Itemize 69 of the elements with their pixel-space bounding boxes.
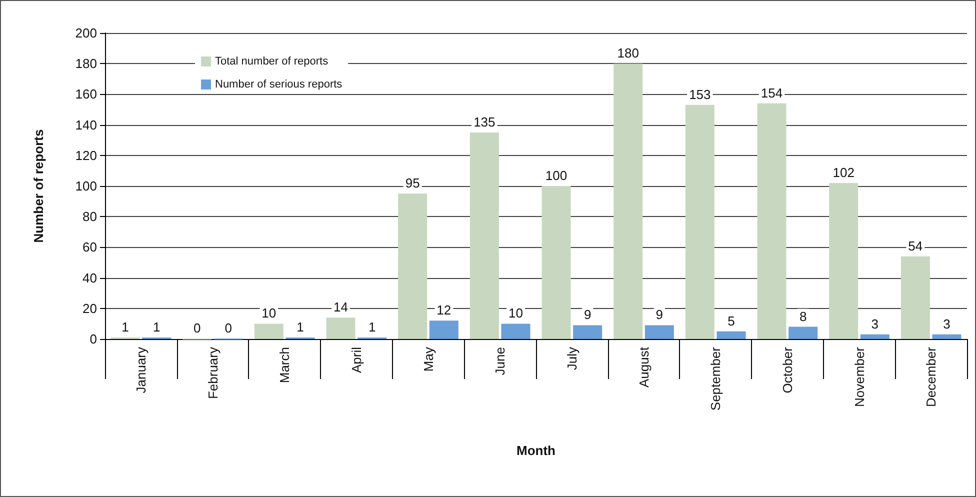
bar [829, 182, 858, 339]
bar [685, 104, 714, 339]
bar [326, 318, 356, 339]
y-tick-label: 40 [82, 270, 97, 286]
y-axis-title: Number of reports [31, 129, 46, 243]
bar [573, 325, 602, 339]
x-tick-label: July [564, 346, 580, 370]
bar [644, 325, 674, 339]
x-axis-title: Month [516, 443, 556, 458]
x-tick-label: November [852, 346, 867, 407]
data-label: 54 [908, 238, 923, 254]
data-label: 1 [296, 319, 304, 334]
data-label: 8 [799, 308, 807, 324]
data-label: 95 [405, 176, 420, 191]
legend-label: Number of serious reports [215, 78, 343, 90]
x-tick-label: October [780, 346, 795, 394]
bar [542, 186, 571, 339]
data-label: 1 [368, 319, 376, 334]
x-tick-label: March [277, 347, 292, 384]
bar [429, 320, 458, 339]
bar [932, 334, 962, 339]
x-tick-label: May [420, 346, 436, 372]
data-label: 9 [584, 307, 592, 322]
data-label: 10 [262, 306, 276, 321]
bar [788, 326, 818, 339]
legend-label: Total number of reports [215, 56, 329, 68]
x-tick-label: June [492, 347, 508, 376]
data-label: 9 [656, 307, 664, 322]
y-tick-label: 120 [75, 148, 97, 163]
bar [757, 103, 786, 339]
y-tick-label: 140 [75, 117, 97, 132]
y-tick-label: 0 [90, 332, 97, 346]
data-label: 3 [871, 316, 879, 332]
bar [716, 331, 746, 339]
bar [254, 324, 284, 339]
y-tick-label: 100 [75, 178, 97, 194]
data-label: 12 [436, 302, 452, 318]
x-tick-label: September [708, 346, 724, 411]
data-label: 0 [224, 320, 232, 336]
data-label: 10 [508, 306, 523, 321]
data-label: 100 [545, 168, 568, 183]
bar [614, 64, 643, 339]
y-tick-label: 200 [75, 26, 97, 40]
data-label: 14 [334, 300, 348, 315]
x-tick-label: December [924, 346, 939, 407]
bar [470, 132, 499, 339]
bar [501, 324, 530, 339]
data-label: 1 [152, 319, 160, 334]
y-tick-label: 80 [82, 209, 97, 224]
data-label: 135 [474, 114, 496, 130]
data-label: 180 [617, 46, 639, 61]
data-label: 1 [122, 319, 129, 334]
x-tick-label: August [636, 346, 652, 388]
data-label: 0 [193, 320, 201, 336]
y-tick-label: 20 [82, 300, 97, 316]
x-tick-label: April [348, 346, 364, 374]
data-label: 154 [760, 85, 783, 100]
data-label: 5 [728, 313, 735, 328]
bar [860, 334, 890, 339]
bar [398, 194, 428, 339]
bar [900, 256, 930, 339]
y-tick-label: 180 [75, 56, 97, 72]
data-label: 3 [943, 316, 950, 332]
y-tick-label: 160 [75, 86, 97, 102]
data-label: 102 [832, 164, 854, 180]
x-tick-label: February [205, 346, 220, 400]
x-tick-label: January [133, 346, 148, 394]
data-label: 153 [689, 86, 711, 102]
y-tick-label: 60 [82, 240, 97, 255]
